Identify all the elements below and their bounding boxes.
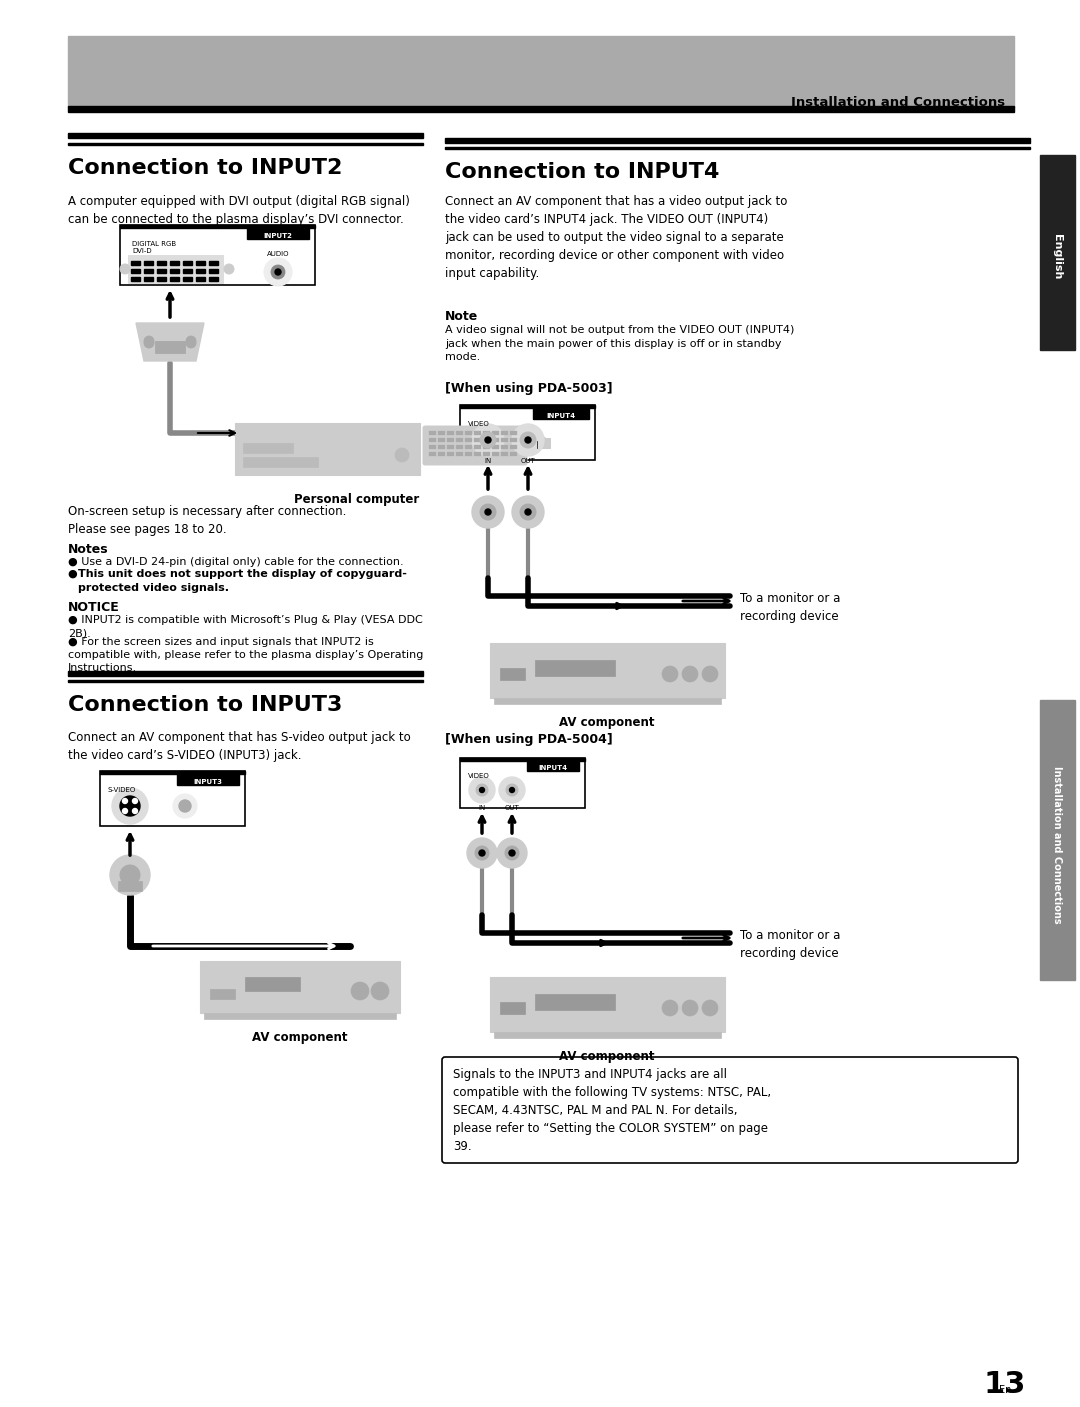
Bar [210, 262, 218, 265]
Bar [429, 438, 436, 442]
FancyBboxPatch shape [423, 426, 527, 464]
Circle shape [480, 432, 496, 447]
Bar [438, 452, 445, 456]
Text: Connection to INPUT3: Connection to INPUT3 [68, 695, 342, 715]
Text: ● INPUT2 is compatible with Microsoft’s Plug & Play (VESA DDC
2B).: ● INPUT2 is compatible with Microsoft’s … [68, 615, 422, 639]
Bar [474, 452, 481, 456]
Bar [445, 146, 1030, 149]
Bar [131, 277, 140, 281]
Circle shape [224, 265, 234, 274]
Text: This unit does not support the display of copyguard-
protected video signals.: This unit does not support the display o… [78, 568, 407, 592]
Bar [501, 431, 508, 435]
Bar [465, 431, 472, 435]
Bar [195, 262, 205, 265]
Bar [131, 262, 140, 265]
Circle shape [275, 269, 281, 274]
Text: AV component: AV component [253, 1031, 348, 1044]
Bar [68, 680, 423, 682]
Circle shape [186, 338, 195, 348]
Bar [247, 227, 309, 239]
Bar [483, 431, 490, 435]
Bar [510, 431, 517, 435]
Bar [460, 758, 585, 761]
Text: S-VIDEO: S-VIDEO [108, 787, 136, 794]
Bar [177, 774, 239, 785]
Text: To a monitor or a
recording device: To a monitor or a recording device [740, 929, 840, 960]
Circle shape [472, 424, 504, 456]
Bar [170, 277, 179, 281]
Bar [465, 452, 472, 456]
Bar [447, 452, 454, 456]
Circle shape [472, 497, 504, 528]
Circle shape [179, 801, 191, 812]
Bar [195, 277, 205, 281]
Bar [447, 431, 454, 435]
Circle shape [110, 855, 150, 895]
Circle shape [467, 839, 497, 868]
Text: ●: ● [68, 568, 81, 580]
Text: Connection to INPUT2: Connection to INPUT2 [68, 158, 342, 179]
Bar [456, 452, 463, 456]
Bar [474, 438, 481, 442]
Text: A video signal will not be output from the VIDEO OUT (INPUT4)
jack when the main: A video signal will not be output from t… [445, 325, 795, 362]
Text: INPUT4: INPUT4 [546, 414, 576, 419]
Text: Connect an AV component that has a video output jack to
the video card’s INPUT4 : Connect an AV component that has a video… [445, 196, 787, 280]
Bar [243, 457, 318, 467]
Bar [183, 277, 192, 281]
Bar [492, 431, 499, 435]
Text: DIGITAL RGB: DIGITAL RGB [132, 241, 176, 248]
Circle shape [122, 809, 127, 813]
Bar [474, 431, 481, 435]
Text: AV component: AV component [559, 716, 654, 729]
Bar [118, 881, 141, 891]
Bar [474, 445, 481, 449]
Bar [456, 445, 463, 449]
Bar [501, 452, 508, 456]
Bar [456, 431, 463, 435]
Text: DVI-D: DVI-D [132, 248, 151, 255]
Polygon shape [136, 324, 204, 362]
Text: IN: IN [484, 459, 491, 464]
Bar [494, 1031, 721, 1038]
Text: OUT: OUT [504, 805, 519, 810]
Bar [210, 989, 235, 999]
Bar [68, 134, 423, 138]
Text: AUDIO: AUDIO [267, 250, 289, 257]
Circle shape [120, 265, 130, 274]
Bar [490, 643, 725, 698]
Circle shape [525, 438, 531, 443]
Bar [68, 106, 1014, 113]
FancyBboxPatch shape [442, 1057, 1018, 1164]
Bar [510, 438, 517, 442]
Bar [120, 225, 315, 286]
Bar [460, 405, 595, 460]
Bar [510, 452, 517, 456]
Circle shape [662, 1000, 678, 1016]
Circle shape [505, 846, 519, 860]
Bar [157, 262, 166, 265]
Text: Notes: Notes [68, 543, 109, 556]
Text: AV component: AV component [559, 1050, 654, 1064]
Text: Installation and Connections: Installation and Connections [1052, 767, 1062, 924]
Text: En: En [999, 1384, 1011, 1394]
Bar [501, 445, 508, 449]
Bar [438, 438, 445, 442]
Bar [183, 262, 192, 265]
Bar [68, 144, 423, 145]
Circle shape [702, 1000, 718, 1016]
Bar [131, 269, 140, 273]
Circle shape [120, 796, 140, 816]
Circle shape [186, 336, 195, 346]
Circle shape [395, 447, 409, 461]
Bar [510, 445, 517, 449]
Bar [492, 445, 499, 449]
Circle shape [144, 338, 154, 348]
Bar [170, 269, 179, 273]
Bar [170, 262, 179, 265]
Circle shape [271, 265, 285, 279]
Bar [210, 269, 218, 273]
Bar [1040, 701, 1075, 981]
Circle shape [469, 777, 495, 803]
Text: English: English [1052, 235, 1062, 280]
Text: INPUT4: INPUT4 [539, 765, 568, 771]
